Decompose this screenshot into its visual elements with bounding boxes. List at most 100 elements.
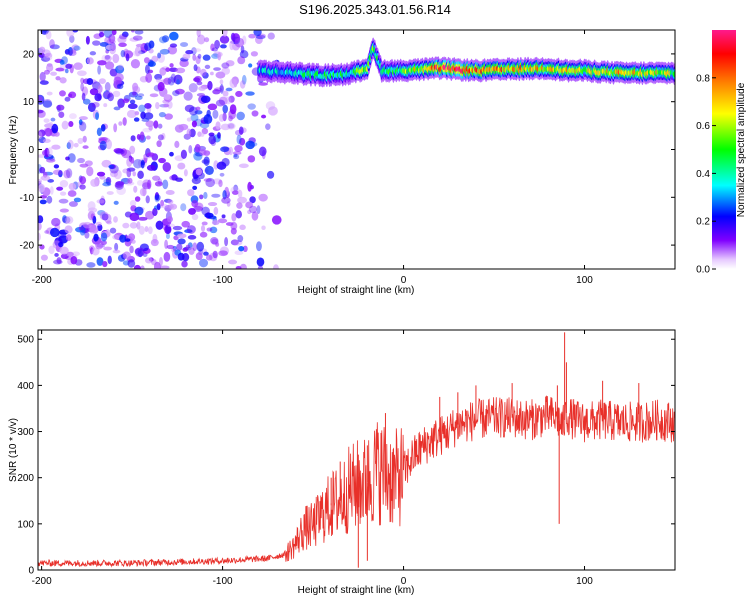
- noise-blob: [154, 181, 163, 187]
- noise-blob: [228, 259, 238, 265]
- noise-blob: [98, 78, 106, 84]
- noise-blob: [59, 246, 69, 255]
- noise-blob: [153, 120, 159, 129]
- noise-blob: [141, 118, 150, 122]
- noise-blob: [196, 30, 201, 38]
- noise-blob: [257, 265, 264, 269]
- noise-blob: [258, 146, 267, 157]
- noise-blob: [211, 238, 219, 246]
- noise-blob: [147, 179, 152, 190]
- noise-blob: [271, 215, 282, 225]
- noise-blob: [66, 30, 75, 38]
- noise-blob: [154, 73, 163, 80]
- noise-blob: [238, 245, 245, 252]
- noise-blob: [207, 80, 213, 91]
- noise-blob: [192, 48, 202, 52]
- noise-blob: [181, 220, 190, 228]
- noise-blob: [159, 67, 167, 76]
- noise-blob: [114, 72, 124, 82]
- colorbar-gradient: [712, 30, 736, 269]
- spectrogram-ytick-label: -20: [20, 241, 35, 252]
- noise-blob: [169, 31, 179, 41]
- noise-blob: [220, 44, 227, 49]
- noise-blob: [142, 186, 146, 197]
- noise-blob: [86, 166, 94, 177]
- noise-blob: [236, 111, 245, 121]
- noise-blob: [120, 49, 126, 58]
- noise-blob: [163, 103, 170, 108]
- noise-blob: [182, 247, 189, 252]
- noise-blob: [222, 189, 227, 200]
- noise-blob: [200, 132, 205, 137]
- noise-blob: [163, 77, 172, 85]
- noise-blob: [204, 64, 211, 70]
- noise-blob: [251, 110, 259, 117]
- noise-blob: [59, 77, 67, 84]
- noise-blob: [53, 164, 60, 169]
- noise-blob: [45, 30, 52, 40]
- noise-blob: [140, 265, 145, 269]
- noise-blob: [127, 177, 133, 184]
- noise-blob: [237, 196, 248, 204]
- noise-blob: [49, 39, 55, 49]
- noise-blob: [38, 46, 46, 54]
- noise-blob: [122, 251, 131, 260]
- noise-blob: [132, 35, 143, 41]
- noise-blob: [172, 225, 183, 231]
- noise-blob: [169, 203, 178, 210]
- noise-blob: [174, 88, 185, 95]
- noise-blob: [224, 96, 232, 105]
- snr-ytick-label: 0: [28, 566, 34, 577]
- noise-blob: [218, 114, 225, 122]
- noise-blob: [117, 64, 124, 71]
- noise-blob: [167, 223, 175, 228]
- noise-blob: [78, 116, 88, 121]
- noise-blob: [153, 261, 161, 269]
- noise-blob: [251, 211, 259, 221]
- noise-blob: [134, 46, 141, 57]
- noise-blob: [42, 99, 53, 108]
- noise-blob: [155, 101, 160, 110]
- noise-blob: [145, 257, 153, 264]
- noise-blob: [48, 245, 55, 255]
- noise-blob: [86, 262, 96, 268]
- noise-blob: [152, 207, 158, 217]
- noise-blob: [154, 192, 160, 201]
- figure-title: S196.2025.343.01.56.R14: [299, 2, 451, 17]
- noise-blob: [99, 175, 106, 180]
- noise-blob: [112, 53, 120, 64]
- noise-blob: [230, 221, 238, 231]
- noise-blob: [218, 179, 223, 188]
- noise-blob: [88, 224, 99, 235]
- noise-blob: [192, 53, 197, 61]
- noise-blob: [233, 184, 239, 192]
- noise-blob: [42, 138, 51, 144]
- noise-blob: [144, 226, 149, 233]
- noise-blob: [182, 53, 191, 60]
- noise-blob: [132, 50, 142, 57]
- noise-blob: [95, 112, 100, 120]
- noise-blob: [237, 189, 243, 198]
- noise-blob: [169, 63, 174, 68]
- noise-blob: [75, 226, 85, 233]
- noise-blob: [208, 134, 216, 145]
- noise-blob: [67, 50, 77, 57]
- noise-blob: [106, 191, 114, 195]
- noise-blob: [129, 37, 139, 42]
- noise-blob: [145, 135, 151, 140]
- noise-blob: [92, 215, 97, 224]
- noise-blob: [254, 35, 263, 44]
- noise-blob: [79, 176, 87, 185]
- noise-blob: [165, 224, 171, 234]
- noise-blob: [247, 103, 256, 110]
- noise-blob: [95, 239, 104, 250]
- noise-blob: [129, 222, 138, 229]
- noise-blob: [239, 80, 246, 89]
- colorbar-tick-label: 0.4: [696, 169, 710, 180]
- noise-blob: [38, 183, 45, 193]
- noise-blob: [99, 140, 107, 151]
- noise-blob: [196, 241, 205, 252]
- noise-blob: [96, 171, 106, 177]
- noise-blob: [80, 82, 84, 92]
- noise-blob: [236, 134, 242, 145]
